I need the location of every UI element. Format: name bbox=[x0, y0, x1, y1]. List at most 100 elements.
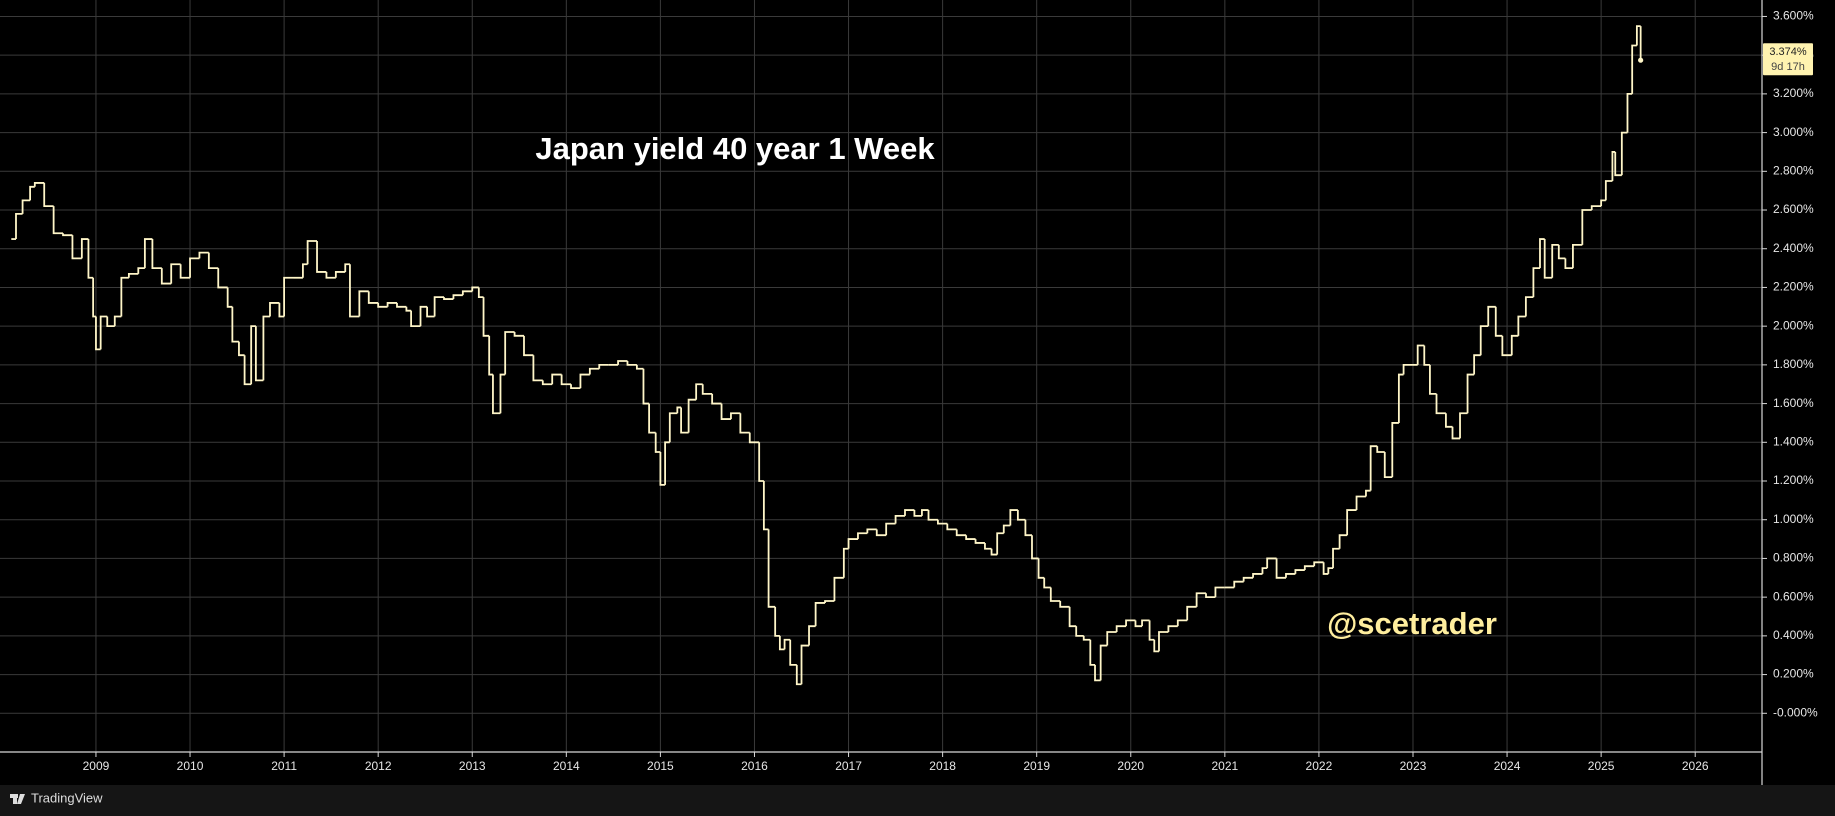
line-step bbox=[1501, 335, 1512, 357]
line-step bbox=[127, 272, 139, 278]
line-step bbox=[29, 185, 35, 201]
line-step bbox=[701, 384, 713, 395]
line-step bbox=[386, 302, 397, 307]
line-step bbox=[946, 523, 957, 531]
line-step bbox=[1557, 244, 1566, 260]
y-tick-label: 2.600% bbox=[1773, 202, 1814, 216]
line-step bbox=[120, 276, 129, 317]
line-step bbox=[1016, 510, 1026, 521]
line-step bbox=[1631, 44, 1637, 94]
footer-bar bbox=[0, 785, 1835, 816]
line-step bbox=[579, 373, 590, 389]
chart-title: Japan yield 40 year 1 Week bbox=[535, 131, 935, 166]
y-tick-label: 3.000% bbox=[1773, 125, 1814, 139]
line-step bbox=[316, 240, 327, 273]
line-step bbox=[1479, 325, 1489, 356]
line-step bbox=[302, 263, 308, 278]
line-step bbox=[955, 529, 967, 537]
line-step bbox=[367, 291, 379, 304]
y-tick-label: 2.800% bbox=[1773, 163, 1814, 177]
x-tick-label: 2011 bbox=[271, 759, 297, 773]
line-step bbox=[52, 206, 64, 235]
line-step bbox=[1369, 445, 1378, 491]
line-step bbox=[1049, 587, 1061, 602]
line-step bbox=[1068, 606, 1077, 628]
line-step bbox=[269, 302, 280, 317]
line-step bbox=[1604, 180, 1613, 201]
line-step bbox=[21, 199, 31, 214]
line-step bbox=[1524, 296, 1534, 317]
line-step bbox=[695, 383, 703, 400]
line-step bbox=[833, 576, 844, 602]
line-step bbox=[617, 360, 628, 365]
line-step bbox=[1176, 619, 1188, 627]
watermark: @scetrader bbox=[1327, 606, 1497, 641]
line-step bbox=[680, 407, 689, 434]
y-tick-label: 3.600% bbox=[1773, 9, 1814, 23]
y-tick-label: 3.200% bbox=[1773, 86, 1814, 100]
line-step bbox=[1445, 413, 1453, 428]
line-step bbox=[62, 233, 73, 237]
line-step bbox=[1252, 573, 1263, 578]
line-step bbox=[1024, 519, 1032, 537]
line-step bbox=[885, 522, 896, 536]
line-step bbox=[143, 238, 153, 269]
x-tick-label: 2019 bbox=[1023, 759, 1050, 773]
line-step bbox=[499, 373, 506, 414]
line-step bbox=[1532, 267, 1540, 298]
y-tick-label: 0.400% bbox=[1773, 628, 1814, 642]
line-step bbox=[1037, 558, 1045, 579]
x-tick-label: 2017 bbox=[835, 759, 862, 773]
line-step bbox=[659, 451, 666, 486]
line-step bbox=[532, 355, 543, 382]
line-step bbox=[419, 305, 428, 327]
line-step bbox=[1376, 446, 1385, 453]
line-step bbox=[1313, 561, 1324, 567]
x-tick-label: 2015 bbox=[647, 759, 674, 773]
line-step bbox=[1043, 577, 1051, 589]
line-step bbox=[334, 271, 346, 278]
line-step bbox=[226, 287, 233, 308]
x-tick-label: 2023 bbox=[1400, 759, 1427, 773]
line-step bbox=[1261, 567, 1268, 574]
line-step bbox=[160, 268, 172, 285]
x-tick-label: 2025 bbox=[1588, 759, 1615, 773]
x-tick-label: 2022 bbox=[1306, 759, 1333, 773]
line-step bbox=[635, 364, 644, 370]
line-step bbox=[179, 264, 191, 279]
line-step bbox=[504, 331, 515, 375]
line-step bbox=[254, 326, 264, 382]
line-step bbox=[875, 529, 887, 537]
line-step bbox=[477, 287, 484, 299]
line-step bbox=[996, 532, 1004, 555]
line-step bbox=[262, 315, 270, 381]
y-tick-label: 0.200% bbox=[1773, 667, 1814, 681]
last-price-label: 3.374% bbox=[1769, 46, 1807, 58]
line-step bbox=[1125, 619, 1136, 627]
line-step bbox=[405, 306, 412, 312]
line-step bbox=[1009, 509, 1018, 526]
line-step bbox=[984, 542, 992, 550]
line-step bbox=[1383, 451, 1393, 479]
line-step bbox=[231, 306, 239, 343]
line-step bbox=[1186, 605, 1197, 621]
x-tick-label: 2010 bbox=[177, 759, 204, 773]
line-step bbox=[1397, 373, 1404, 423]
line-step bbox=[783, 638, 791, 650]
x-tick-label: 2018 bbox=[929, 759, 956, 773]
line-step bbox=[588, 367, 600, 375]
line-step bbox=[762, 481, 769, 531]
x-tick-label: 2012 bbox=[365, 759, 392, 773]
y-tick-label: 0.600% bbox=[1773, 589, 1814, 603]
line-step bbox=[1416, 344, 1425, 365]
line-step bbox=[243, 355, 252, 386]
line-step bbox=[842, 547, 849, 578]
line-step bbox=[1205, 593, 1216, 599]
line-step bbox=[974, 539, 985, 544]
line-step bbox=[711, 393, 722, 405]
line-step bbox=[461, 290, 473, 296]
line-step bbox=[99, 315, 108, 350]
last-point bbox=[1638, 57, 1644, 63]
line-step bbox=[1275, 558, 1286, 579]
